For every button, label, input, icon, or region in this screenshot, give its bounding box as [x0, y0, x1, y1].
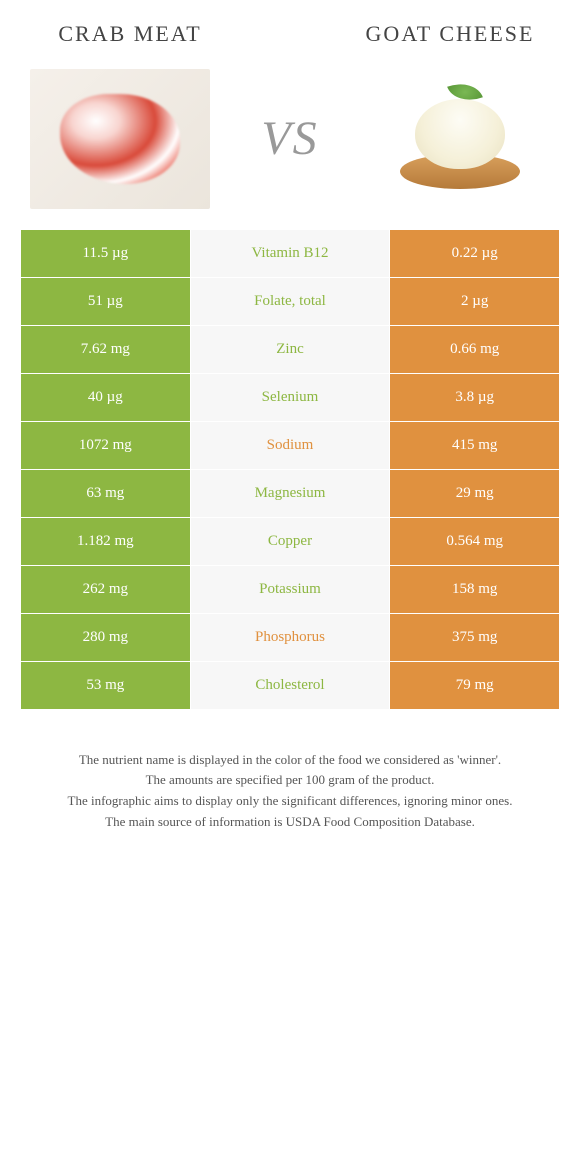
right-value-cell: 79 mg — [390, 661, 560, 709]
nutrient-name-cell: Copper — [190, 517, 390, 565]
left-value-cell: 280 mg — [21, 613, 191, 661]
nutrient-name-cell: Selenium — [190, 373, 390, 421]
nutrient-name-cell: Potassium — [190, 565, 390, 613]
footer-line: The nutrient name is displayed in the co… — [30, 750, 550, 771]
table-row: 53 mgCholesterol79 mg — [21, 661, 560, 709]
nutrient-name-cell: Cholesterol — [190, 661, 390, 709]
right-value-cell: 2 µg — [390, 277, 560, 325]
cheese-round-illustration — [415, 99, 505, 169]
footer-line: The infographic aims to display only the… — [30, 791, 550, 812]
left-value-cell: 40 µg — [21, 373, 191, 421]
left-value-cell: 262 mg — [21, 565, 191, 613]
left-value-cell: 53 mg — [21, 661, 191, 709]
right-value-cell: 0.66 mg — [390, 325, 560, 373]
right-value-cell: 0.22 µg — [390, 229, 560, 277]
table-row: 51 µgFolate, total2 µg — [21, 277, 560, 325]
left-value-cell: 11.5 µg — [21, 229, 191, 277]
crab-meat-image — [30, 69, 210, 209]
footer-notes: The nutrient name is displayed in the co… — [0, 710, 580, 853]
nutrient-name-cell: Phosphorus — [190, 613, 390, 661]
food-right-title: GOAT CHEESE — [350, 20, 550, 49]
table-row: 63 mgMagnesium29 mg — [21, 469, 560, 517]
nutrient-name-cell: Zinc — [190, 325, 390, 373]
left-value-cell: 63 mg — [21, 469, 191, 517]
table-row: 11.5 µgVitamin B120.22 µg — [21, 229, 560, 277]
table-row: 40 µgSelenium3.8 µg — [21, 373, 560, 421]
footer-line: The main source of information is USDA F… — [30, 812, 550, 833]
table-row: 1072 mgSodium415 mg — [21, 421, 560, 469]
right-value-cell: 3.8 µg — [390, 373, 560, 421]
goat-cheese-image — [370, 69, 550, 209]
nutrient-comparison-table: 11.5 µgVitamin B120.22 µg51 µgFolate, to… — [20, 229, 560, 710]
left-value-cell: 1072 mg — [21, 421, 191, 469]
nutrient-name-cell: Sodium — [190, 421, 390, 469]
left-value-cell: 51 µg — [21, 277, 191, 325]
right-value-cell: 375 mg — [390, 613, 560, 661]
right-value-cell: 158 mg — [390, 565, 560, 613]
left-value-cell: 7.62 mg — [21, 325, 191, 373]
food-left-title: CRAB MEAT — [30, 20, 230, 49]
nutrient-name-cell: Folate, total — [190, 277, 390, 325]
nutrient-name-cell: Magnesium — [190, 469, 390, 517]
right-value-cell: 29 mg — [390, 469, 560, 517]
header: CRAB MEAT GOAT CHEESE — [0, 0, 580, 59]
table-row: 262 mgPotassium158 mg — [21, 565, 560, 613]
right-value-cell: 415 mg — [390, 421, 560, 469]
table-row: 7.62 mgZinc0.66 mg — [21, 325, 560, 373]
left-value-cell: 1.182 mg — [21, 517, 191, 565]
table-row: 1.182 mgCopper0.564 mg — [21, 517, 560, 565]
footer-line: The amounts are specified per 100 gram o… — [30, 770, 550, 791]
images-row: VS — [0, 59, 580, 229]
vs-label: VS — [261, 111, 318, 166]
right-value-cell: 0.564 mg — [390, 517, 560, 565]
table-row: 280 mgPhosphorus375 mg — [21, 613, 560, 661]
crab-illustration — [60, 94, 180, 184]
nutrient-name-cell: Vitamin B12 — [190, 229, 390, 277]
